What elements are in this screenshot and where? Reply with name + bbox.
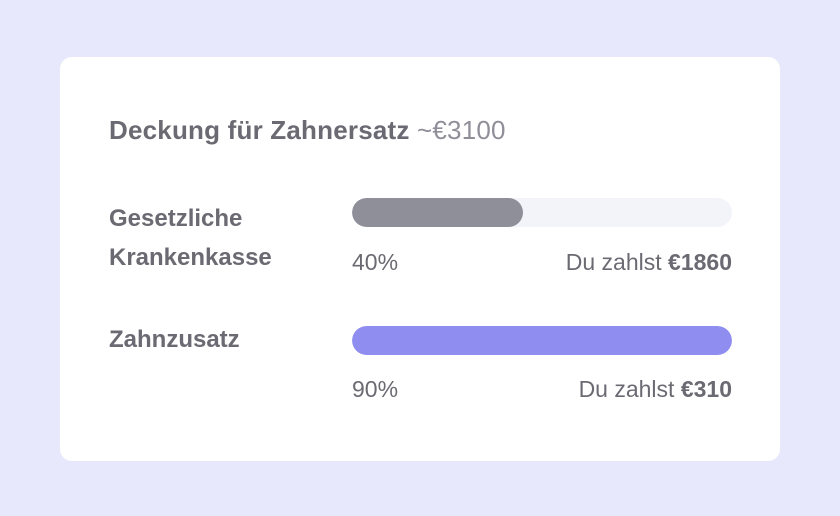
title-amount: ~€3100 bbox=[417, 115, 506, 145]
card-title: Deckung für Zahnersatz ~€3100 bbox=[109, 115, 506, 146]
coverage-card: Deckung für Zahnersatz ~€3100 Gesetzlich… bbox=[60, 57, 780, 461]
progress-bar-zahnzusatz bbox=[352, 326, 732, 355]
percent-zahnzusatz: 90% bbox=[352, 376, 399, 402]
pay-prefix: Du zahlst bbox=[578, 376, 675, 402]
title-text: Deckung für Zahnersatz bbox=[109, 115, 410, 145]
pay-prefix: Du zahlst bbox=[565, 249, 662, 275]
progress-fill-gkv bbox=[352, 198, 523, 227]
percent-gkv: 40% bbox=[352, 249, 399, 275]
label-line: Zahnzusatz bbox=[109, 326, 240, 353]
pay-gkv: Du zahlst €1860 bbox=[566, 249, 732, 276]
progress-fill-zahnzusatz bbox=[352, 326, 732, 355]
label-line: Krankenkasse bbox=[109, 244, 272, 271]
row-label-zahnzusatz: Zahnzusatz bbox=[109, 320, 240, 359]
label-line: Gesetzliche bbox=[109, 205, 243, 232]
pay-zahnzusatz: Du zahlst €310 bbox=[579, 376, 732, 403]
pay-amount: €310 bbox=[680, 376, 732, 402]
row-label-gkv: Gesetzliche Krankenkasse bbox=[109, 199, 272, 277]
progress-bar-gkv bbox=[352, 198, 732, 227]
pay-amount: €1860 bbox=[668, 249, 732, 275]
